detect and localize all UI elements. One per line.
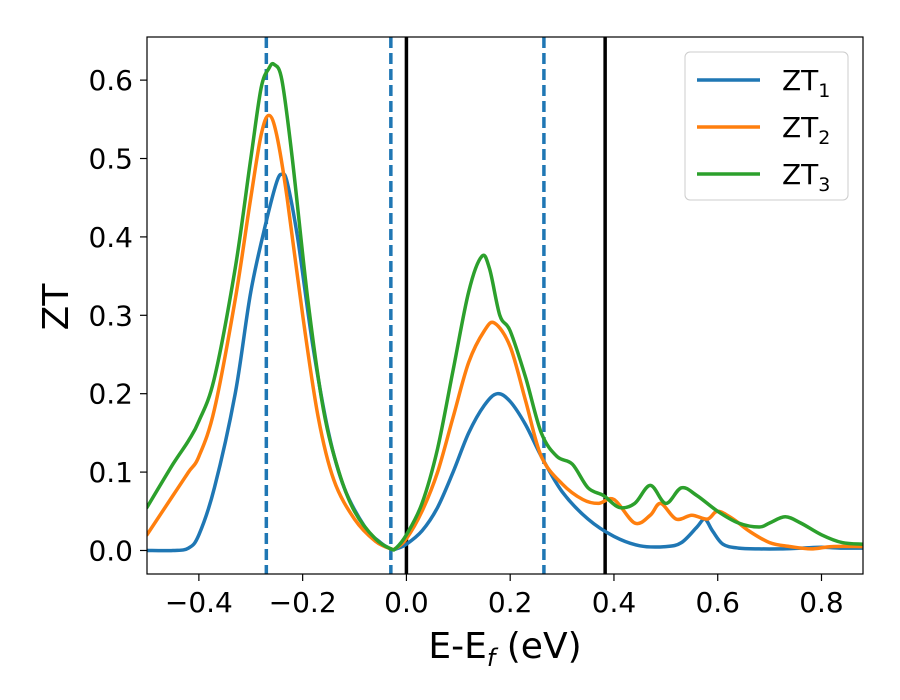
y-tick-label: 0.6: [88, 64, 133, 97]
plot-frame: [146, 36, 864, 575]
y-axis-ticks: 0.0 0.1 0.2 0.3 0.4 0.5 0.6: [88, 64, 147, 567]
y-tick-label: 0.2: [88, 378, 133, 411]
series-line-zt1: [147, 172, 863, 553]
x-tick-label: −0.4: [165, 586, 233, 619]
x-tick-label: 0.8: [799, 586, 844, 619]
y-axis-title: ZT: [36, 283, 77, 331]
series-lines: [147, 61, 863, 553]
legend-box: [684, 51, 849, 201]
legend-label-zt3: ZT3: [782, 158, 830, 196]
y-tick-label: 0.5: [88, 143, 133, 176]
legend-label-zt1: ZT1: [782, 64, 830, 102]
series-line-zt2: [147, 113, 863, 552]
legend-entries: ZT1 ZT2 ZT3: [697, 64, 830, 196]
legend: ZT1 ZT2 ZT3: [684, 51, 849, 201]
x-axis-title-tail: (eV): [495, 626, 581, 667]
y-tick-label: 0.1: [88, 456, 133, 489]
x-tick-label: 0.6: [695, 586, 740, 619]
x-tick-label: 0.2: [488, 586, 533, 619]
series-line-zt3: [147, 61, 863, 552]
y-tick-label: 0.4: [88, 221, 133, 254]
x-axis-ticks: −0.4 −0.2 0.0 0.2 0.4 0.6 0.8: [165, 574, 844, 619]
legend-label-zt2: ZT2: [782, 111, 830, 149]
x-axis-title-main: E-E: [428, 626, 486, 667]
x-tick-label: −0.2: [269, 586, 337, 619]
y-tick-label: 0.0: [88, 534, 133, 567]
x-axis-title: E-Ef (eV): [428, 626, 581, 672]
x-tick-label: 0.0: [384, 586, 429, 619]
reference-lines: [264, 37, 607, 574]
x-tick-label: 0.4: [592, 586, 637, 619]
y-tick-label: 0.3: [88, 299, 133, 332]
